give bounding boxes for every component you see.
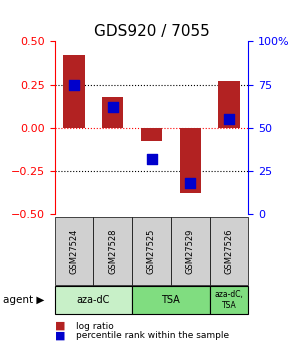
Text: aza-dC,
TSA: aza-dC, TSA (215, 290, 244, 310)
Point (227, 116, 231, 122)
Bar (218, 81, 240, 128)
Text: GSM27526: GSM27526 (225, 228, 234, 274)
Bar (63, 55, 85, 128)
Bar (141, 128, 162, 141)
Text: ■: ■ (55, 331, 65, 341)
Text: GSM27528: GSM27528 (108, 228, 117, 274)
Text: GSM27525: GSM27525 (147, 228, 156, 274)
Point (72, 82, 76, 87)
Text: log ratio: log ratio (76, 322, 114, 331)
Title: GDS920 / 7055: GDS920 / 7055 (94, 24, 209, 39)
Bar (102, 97, 123, 128)
Text: GSM27524: GSM27524 (69, 228, 78, 274)
Text: TSA: TSA (161, 295, 180, 305)
Point (188, 180, 193, 186)
Bar (180, 128, 201, 193)
Text: ■: ■ (55, 321, 65, 331)
Text: GSM27529: GSM27529 (186, 228, 195, 274)
Text: agent ▶: agent ▶ (3, 295, 45, 305)
Point (149, 156, 154, 161)
Text: percentile rank within the sample: percentile rank within the sample (76, 331, 229, 340)
Text: aza-dC: aza-dC (77, 295, 110, 305)
Point (110, 104, 115, 110)
